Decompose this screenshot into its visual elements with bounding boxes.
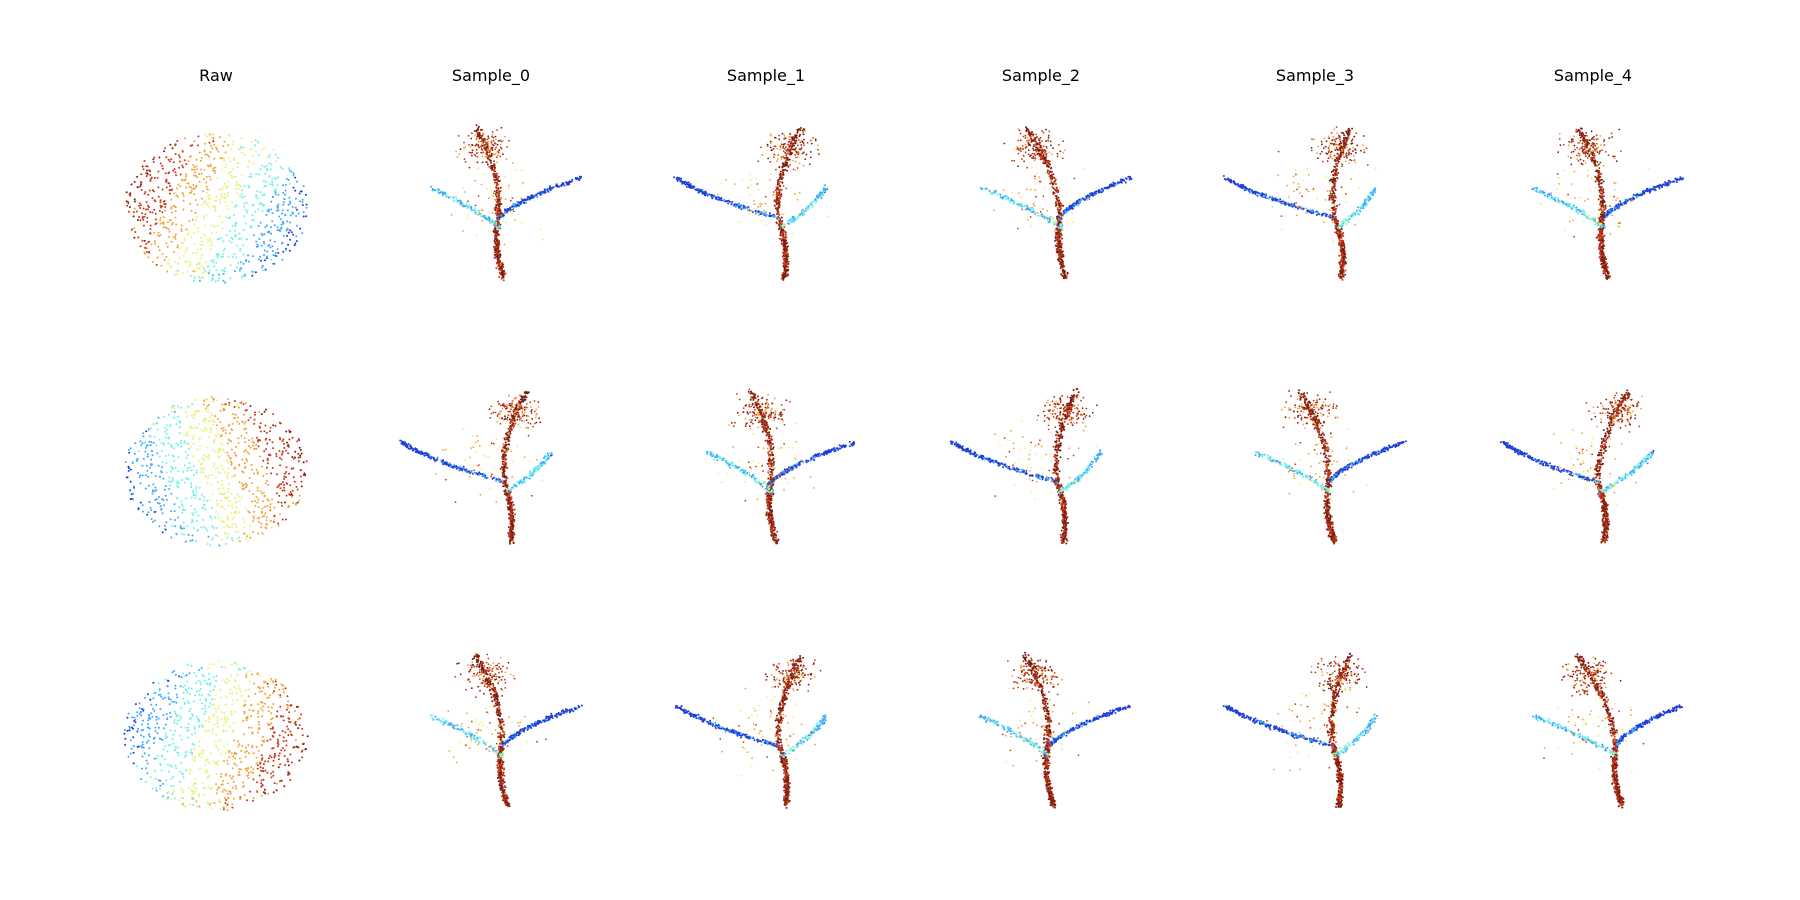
sample-point-cloud <box>646 621 886 851</box>
column-title-raw: Raw <box>199 66 233 85</box>
sample-point-cloud <box>646 93 886 323</box>
raw-point-cloud <box>96 357 336 587</box>
sample-point-cloud <box>1195 93 1435 323</box>
column-title-sample-1: Sample_1 <box>726 66 806 85</box>
sample-point-cloud <box>371 357 611 587</box>
column-title-sample-4: Sample_4 <box>1553 66 1633 85</box>
sample-point-cloud <box>921 621 1161 851</box>
sample-point-cloud <box>1195 621 1435 851</box>
raw-point-cloud <box>96 93 336 323</box>
sample-point-cloud <box>1473 357 1713 587</box>
sample-point-cloud <box>371 621 611 851</box>
raw-point-cloud <box>96 621 336 851</box>
column-title-sample-0: Sample_0 <box>451 66 531 85</box>
column-title-sample-3: Sample_3 <box>1275 66 1355 85</box>
column-title-sample-2: Sample_2 <box>1001 66 1081 85</box>
sample-point-cloud <box>646 357 886 587</box>
sample-point-cloud <box>1473 621 1713 851</box>
sample-point-cloud <box>371 93 611 323</box>
sample-point-cloud <box>1195 357 1435 587</box>
sample-point-cloud <box>1473 93 1713 323</box>
sample-point-cloud <box>921 93 1161 323</box>
sample-point-cloud <box>921 357 1161 587</box>
